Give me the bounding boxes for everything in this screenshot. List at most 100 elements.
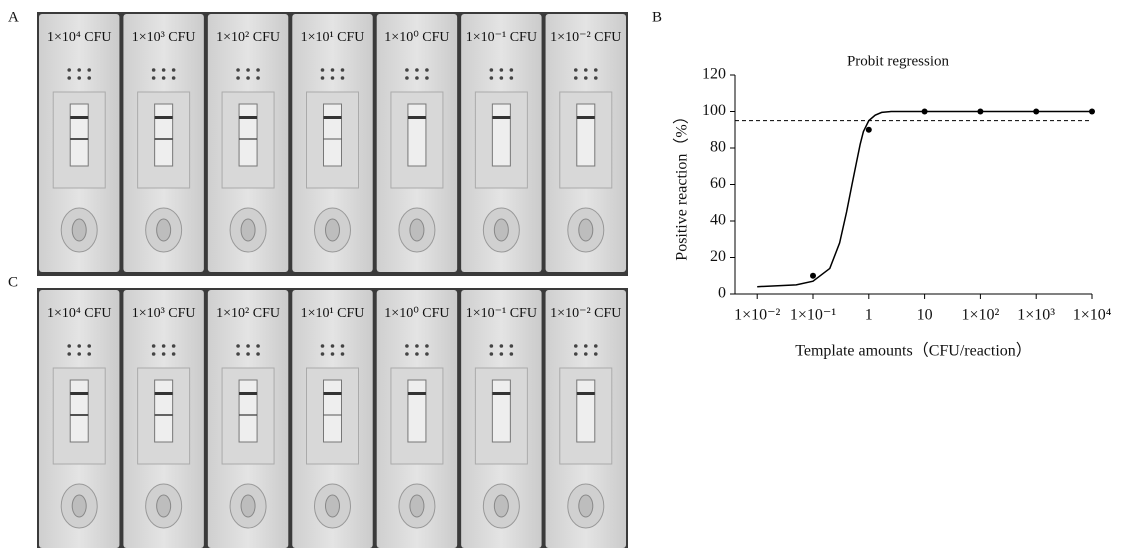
dot xyxy=(330,68,335,72)
dot xyxy=(573,344,578,348)
y-tick-label: 80 xyxy=(710,139,726,156)
y-tick-label: 20 xyxy=(710,248,726,265)
strip-label: 1×10⁴ CFU xyxy=(47,306,112,321)
test-line xyxy=(154,138,173,140)
control-line xyxy=(492,116,511,119)
dot xyxy=(320,76,325,80)
data-point xyxy=(1089,108,1095,115)
dot xyxy=(593,76,598,80)
dot xyxy=(161,344,166,348)
y-tick-label: 40 xyxy=(710,212,726,229)
window xyxy=(407,379,427,443)
control-line xyxy=(239,392,258,395)
sample-hole xyxy=(325,218,340,242)
dot xyxy=(171,68,176,72)
dot xyxy=(151,344,156,348)
dot xyxy=(330,76,335,80)
dot xyxy=(489,344,494,348)
window xyxy=(576,379,596,443)
strip-label: 1×10⁻² CFU xyxy=(550,306,621,321)
window xyxy=(576,103,596,167)
dot xyxy=(151,68,156,72)
x-tick-label: 1×10³ xyxy=(1017,307,1055,324)
control-line xyxy=(70,392,89,395)
chart-title: Probit regression xyxy=(847,53,950,69)
dot xyxy=(415,76,419,80)
dot xyxy=(330,352,335,356)
y-tick-label: 0 xyxy=(718,285,726,302)
panel-label: B xyxy=(652,9,662,25)
dot xyxy=(151,352,156,356)
dot xyxy=(256,68,260,72)
window xyxy=(323,379,342,443)
sample-hole xyxy=(578,218,594,242)
x-tick-label: 1×10⁻² xyxy=(734,307,780,324)
control-line xyxy=(154,116,173,119)
dot xyxy=(171,76,176,80)
dot xyxy=(340,344,345,348)
window xyxy=(407,103,427,167)
dot xyxy=(246,76,250,80)
dot xyxy=(509,68,514,72)
data-point xyxy=(977,108,984,115)
x-tick-label: 1 xyxy=(865,307,873,324)
test-line xyxy=(323,138,342,140)
sample-hole xyxy=(156,218,172,242)
dot xyxy=(593,68,598,72)
dot xyxy=(87,352,92,356)
sample-hole xyxy=(156,494,172,518)
dot xyxy=(509,344,514,348)
test-line xyxy=(239,138,258,140)
control-line xyxy=(239,116,258,119)
dot xyxy=(425,68,429,72)
strip-label: 1×10⁰ CFU xyxy=(384,306,449,321)
dot xyxy=(583,352,588,356)
dot xyxy=(320,68,325,72)
dot xyxy=(415,352,419,356)
sample-hole xyxy=(240,218,256,242)
control-line xyxy=(70,116,89,119)
dot xyxy=(151,76,156,80)
test-line xyxy=(239,414,258,416)
dot xyxy=(340,76,345,80)
strip-label: 1×10³ CFU xyxy=(132,306,196,321)
strip-label: 1×10¹ CFU xyxy=(301,306,365,321)
dot xyxy=(246,352,250,356)
strip-label: 1×10⁰ CFU xyxy=(384,30,449,45)
dot xyxy=(593,352,598,356)
dot xyxy=(415,344,419,348)
dot xyxy=(593,344,598,348)
dot xyxy=(77,352,82,356)
sample-hole xyxy=(409,494,425,518)
sample-hole xyxy=(240,494,256,518)
dot xyxy=(77,344,82,348)
window xyxy=(69,379,89,443)
dot xyxy=(499,76,504,80)
dot xyxy=(509,76,514,80)
strip-label: 1×10² CFU xyxy=(216,306,280,321)
panel-label: A xyxy=(8,9,19,25)
test-line xyxy=(323,414,342,416)
window xyxy=(323,103,342,167)
dot xyxy=(161,68,166,72)
sample-hole xyxy=(409,218,425,242)
dot xyxy=(87,68,92,72)
dot xyxy=(236,68,240,72)
x-tick-label: 1×10² xyxy=(961,307,999,324)
dot xyxy=(67,76,72,80)
window xyxy=(491,379,511,443)
dot xyxy=(425,352,429,356)
strip-label: 1×10¹ CFU xyxy=(301,30,365,45)
dot xyxy=(489,352,494,356)
dot xyxy=(256,344,260,348)
control-line xyxy=(323,116,342,119)
data-point xyxy=(810,272,817,279)
dot xyxy=(340,352,345,356)
dot xyxy=(405,352,409,356)
test-line xyxy=(154,414,173,416)
x-tick-label: 1×10⁻¹ xyxy=(790,307,836,324)
dot xyxy=(77,76,82,80)
dot xyxy=(171,352,176,356)
dot xyxy=(415,68,419,72)
